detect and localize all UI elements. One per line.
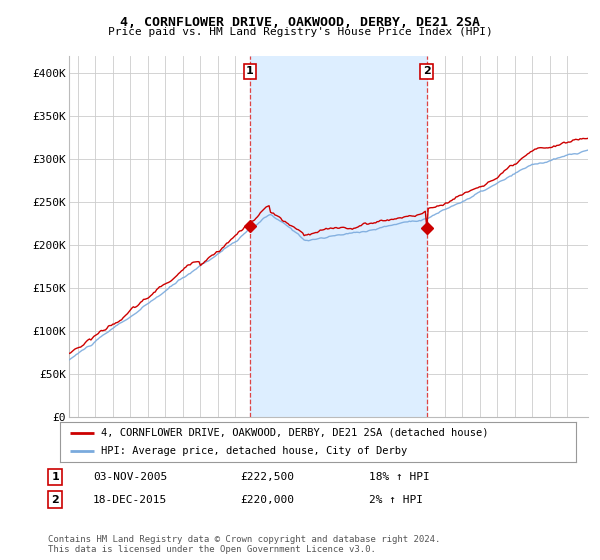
Text: 2: 2	[52, 494, 59, 505]
Text: 4, CORNFLOWER DRIVE, OAKWOOD, DERBY, DE21 2SA: 4, CORNFLOWER DRIVE, OAKWOOD, DERBY, DE2…	[120, 16, 480, 29]
Bar	[250, 56, 427, 417]
Text: 03-NOV-2005: 03-NOV-2005	[93, 472, 167, 482]
Text: Price paid vs. HM Land Registry's House Price Index (HPI): Price paid vs. HM Land Registry's House …	[107, 27, 493, 37]
Text: £222,500: £222,500	[240, 472, 294, 482]
Text: 2: 2	[422, 66, 430, 76]
Text: £220,000: £220,000	[240, 494, 294, 505]
Text: 1: 1	[52, 472, 59, 482]
Text: 2% ↑ HPI: 2% ↑ HPI	[369, 494, 423, 505]
Text: 18-DEC-2015: 18-DEC-2015	[93, 494, 167, 505]
Text: 18% ↑ HPI: 18% ↑ HPI	[369, 472, 430, 482]
Text: HPI: Average price, detached house, City of Derby: HPI: Average price, detached house, City…	[101, 446, 407, 456]
Text: 4, CORNFLOWER DRIVE, OAKWOOD, DERBY, DE21 2SA (detached house): 4, CORNFLOWER DRIVE, OAKWOOD, DERBY, DE2…	[101, 428, 489, 437]
Text: 1: 1	[246, 66, 254, 76]
Text: Contains HM Land Registry data © Crown copyright and database right 2024.
This d: Contains HM Land Registry data © Crown c…	[48, 535, 440, 554]
